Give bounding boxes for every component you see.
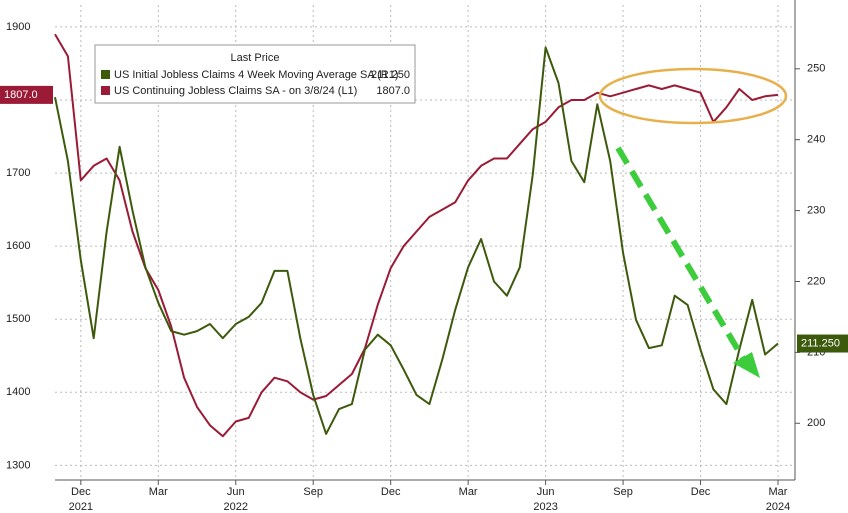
last-value-tag	[797, 334, 848, 353]
y-tick-label: 1900	[6, 21, 30, 33]
x-year-label: 2021	[69, 501, 93, 513]
legend-value: 211.250	[371, 69, 410, 81]
legend-title: Last Price	[231, 52, 280, 64]
trend-arrow	[615, 146, 747, 362]
legend-swatch	[101, 70, 110, 79]
highlight-ellipse	[598, 67, 788, 125]
legend-box	[94, 44, 416, 104]
x-tick-label: Sep	[303, 486, 323, 498]
x-tick-label: Dec	[71, 486, 91, 498]
x-tick-label: Dec	[691, 486, 711, 498]
x-year-label: 2023	[533, 501, 557, 513]
legend-swatch	[101, 86, 110, 95]
legend-entry: US Initial Jobless Claims 4 Week Moving …	[114, 69, 399, 81]
y2-tick-label: 250	[807, 63, 825, 75]
y-tick-label: 1600	[6, 240, 30, 252]
legend: Last Price US Initial Jobless Claims 4 W…	[94, 44, 416, 104]
last-value-label: 1807.0	[4, 89, 38, 101]
grid	[55, 5, 795, 480]
y2-tick-label: 220	[807, 275, 825, 287]
y-tick-label: 1700	[6, 167, 30, 179]
y2-tick-label: 240	[807, 134, 825, 146]
y-tick-label: 1300	[6, 459, 30, 471]
y2-tick-label: 200	[807, 417, 825, 429]
series-line	[54, 33, 779, 438]
y-tick-label: 1500	[6, 313, 30, 325]
x-tick-label: Jun	[537, 486, 555, 498]
legend-value: 1807.0	[376, 85, 410, 97]
x-tick-label: Mar	[149, 486, 168, 498]
series-line	[54, 46, 779, 435]
y-tick-label: 1400	[6, 386, 30, 398]
x-tick-label: Jun	[227, 486, 245, 498]
x-tick-label: Sep	[613, 486, 633, 498]
x-year-label: 2022	[224, 501, 248, 513]
x-year-label: 2024	[766, 501, 790, 513]
x-tick-label: Mar	[459, 486, 478, 498]
last-value-label: 211.250	[801, 337, 840, 349]
x-tick-label: Mar	[769, 486, 788, 498]
y2-tick-label: 230	[807, 205, 825, 217]
lines	[54, 33, 779, 438]
x-tick-label: Dec	[381, 486, 401, 498]
legend-entry: US Continuing Jobless Claims SA - on 3/8…	[114, 85, 357, 97]
arrow-head	[733, 352, 760, 378]
last-value-tag	[0, 85, 53, 104]
